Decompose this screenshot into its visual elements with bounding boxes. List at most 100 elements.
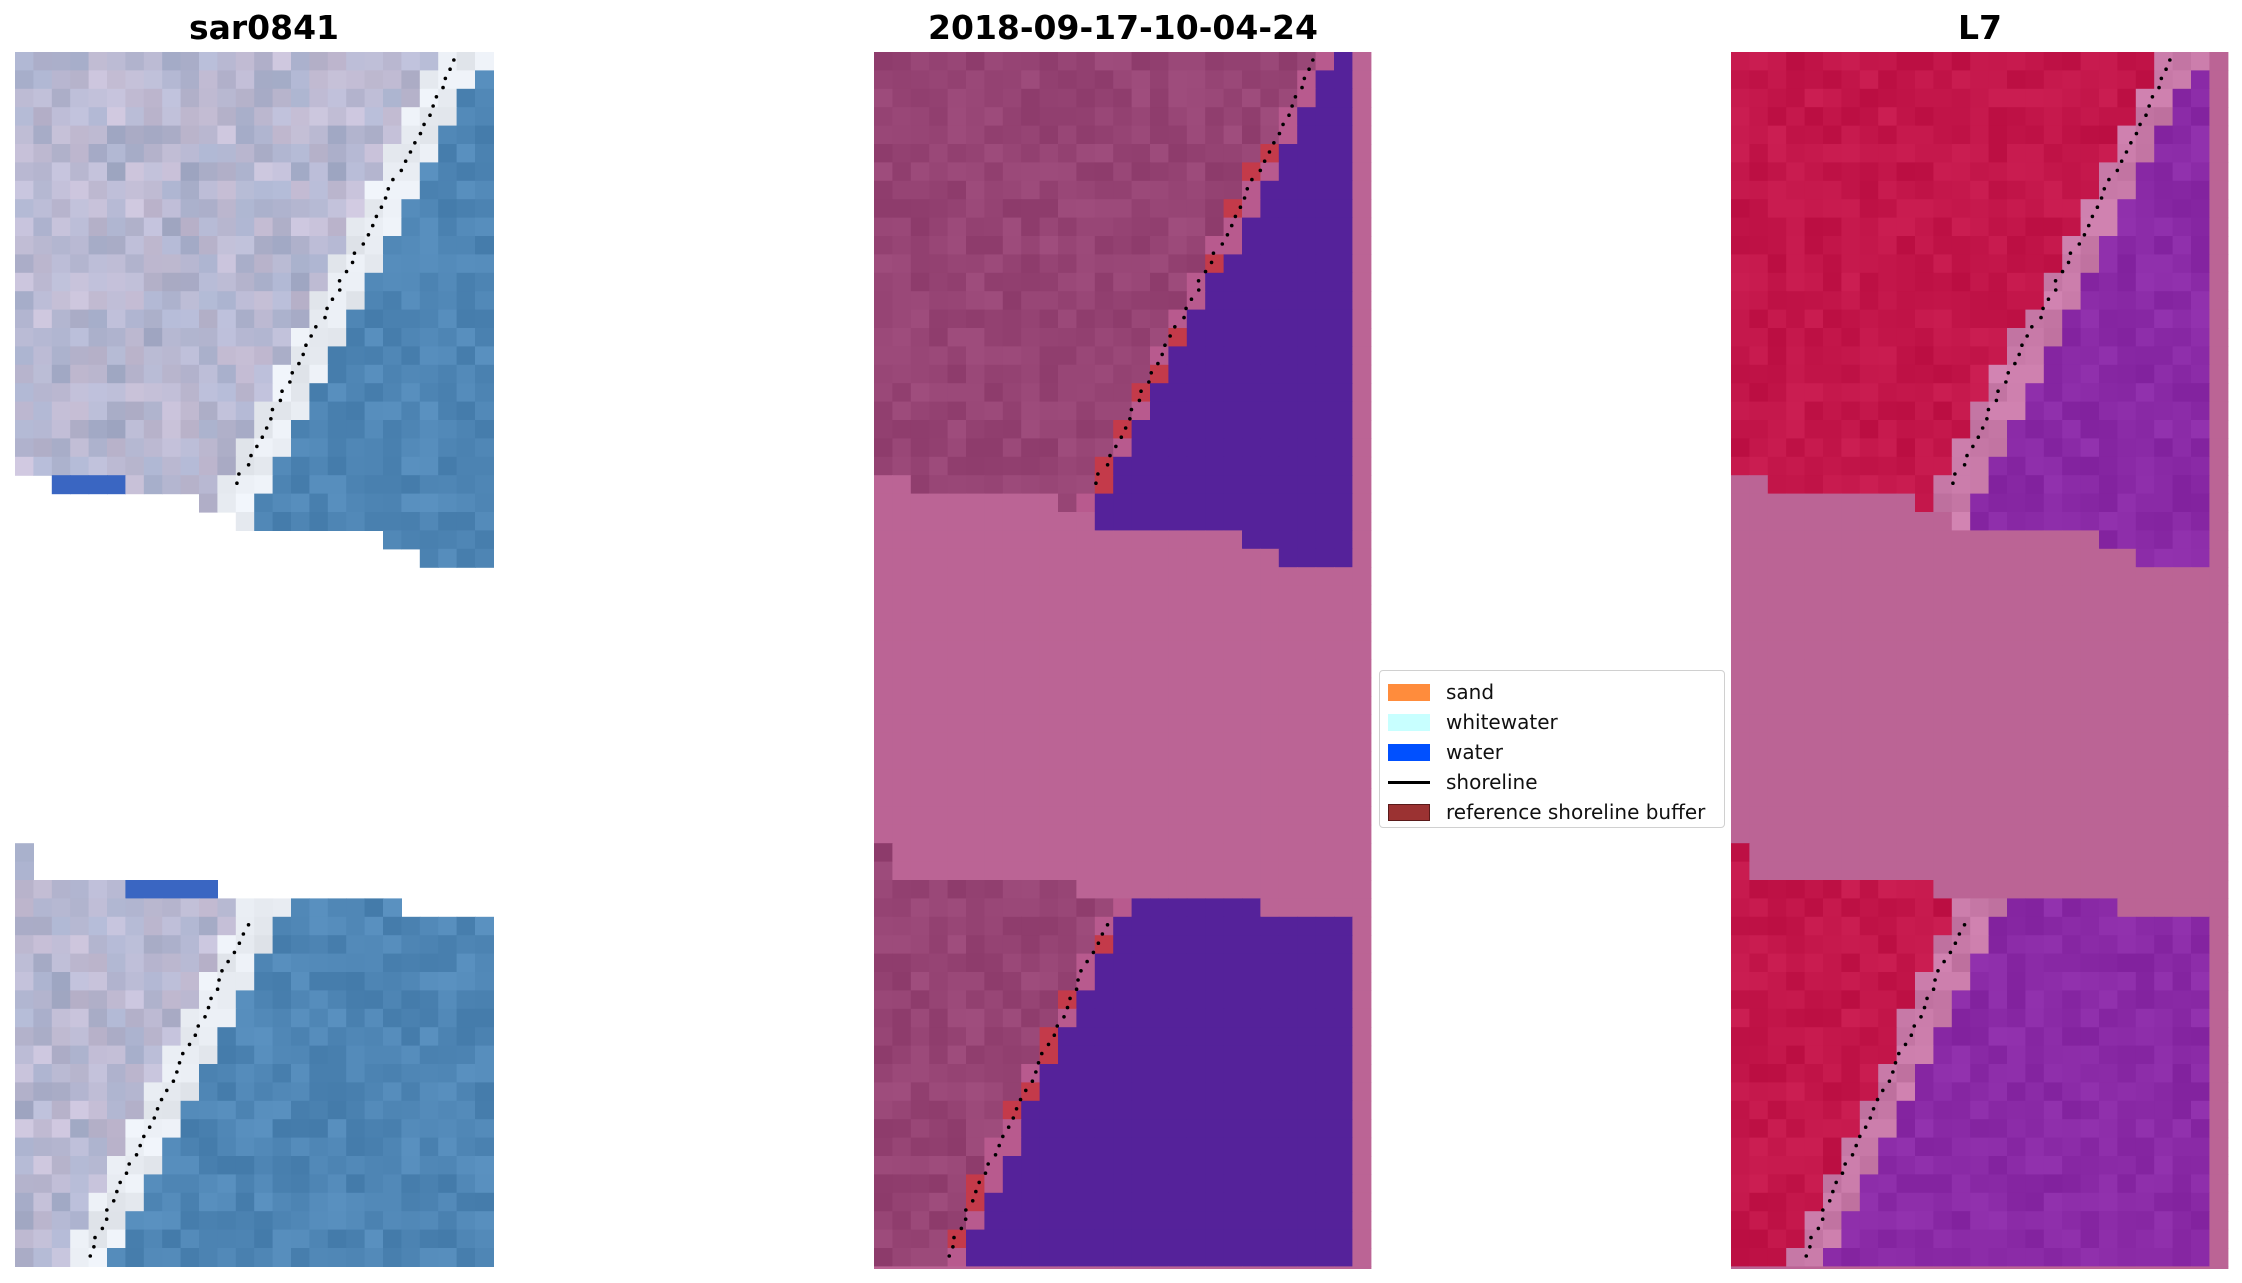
- class-pixel: [1113, 493, 1133, 513]
- rgb-pixel: [438, 972, 458, 991]
- l7-pixel: [2080, 548, 2100, 568]
- l7-pixel: [1915, 217, 1934, 237]
- class-pixel: [966, 420, 985, 439]
- l7-pixel: [2135, 1064, 2155, 1083]
- l7-pixel: [1823, 990, 1842, 1010]
- class-pixel: [1150, 1266, 1169, 1269]
- rgb-pixel: [162, 438, 182, 458]
- rgb-pixel: [88, 1045, 108, 1065]
- rgb-pixel: [107, 217, 126, 237]
- l7-pixel: [1786, 696, 1806, 715]
- l7-pixel: [2007, 438, 2026, 458]
- l7-pixel: [1915, 604, 1934, 623]
- l7-pixel: [2080, 622, 2100, 642]
- l7-pixel: [2209, 438, 2229, 458]
- class-pixel: [1334, 530, 1353, 550]
- class-pixel: [966, 548, 985, 568]
- rgb-pixel: [70, 236, 90, 255]
- l7-pixel: [2062, 1082, 2082, 1102]
- class-pixel: [947, 493, 967, 513]
- l7-pixel: [2135, 1027, 2155, 1047]
- l7-pixel: [2191, 824, 2210, 844]
- rgb-pixel: [217, 217, 237, 237]
- shoreline-point: [171, 1079, 176, 1083]
- class-pixel: [1021, 199, 1041, 219]
- l7-pixel: [1841, 1211, 1861, 1231]
- l7-pixel: [1804, 659, 1824, 679]
- rgb-pixel: [383, 236, 402, 255]
- l7-pixel: [1896, 1174, 1916, 1194]
- l7-pixel: [2172, 1119, 2192, 1139]
- class-pixel: [966, 346, 985, 366]
- l7-pixel: [1786, 622, 1806, 642]
- class-pixel: [892, 125, 912, 145]
- class-pixel: [1205, 714, 1225, 734]
- class-pixel: [1021, 254, 1041, 274]
- rgb-pixel: [419, 916, 439, 936]
- class-pixel: [1334, 70, 1353, 90]
- class-pixel: [910, 438, 930, 458]
- l7-pixel: [2209, 696, 2229, 715]
- class-pixel: [1278, 309, 1298, 329]
- rgb-pixel: [309, 364, 329, 384]
- class-pixel: [1260, 475, 1280, 495]
- class-pixel: [1278, 254, 1298, 274]
- class-pixel: [1113, 88, 1133, 108]
- rgb-pixel: [475, 346, 494, 366]
- l7-pixel: [2209, 861, 2229, 881]
- rgb-pixel: [70, 1192, 90, 1212]
- l7-pixel: [2007, 107, 2026, 127]
- class-pixel: [1150, 1064, 1169, 1083]
- l7-pixel: [1896, 769, 1916, 789]
- class-pixel: [892, 420, 912, 439]
- class-pixel: [1021, 714, 1041, 734]
- l7-pixel: [1970, 567, 1990, 587]
- class-pixel: [1242, 548, 1261, 568]
- l7-pixel: [1786, 107, 1806, 127]
- class-pixel: [1094, 972, 1114, 991]
- class-pixel: [1002, 640, 1022, 660]
- l7-pixel: [2025, 1248, 2045, 1267]
- class-pixel: [1168, 953, 1188, 973]
- class-pixel: [1315, 1248, 1335, 1267]
- rgb-pixel: [309, 236, 329, 255]
- l7-pixel: [1859, 861, 1879, 881]
- class-pixel: [1094, 456, 1114, 476]
- l7-pixel: [1841, 1137, 1861, 1157]
- rgb-pixel: [180, 254, 200, 274]
- l7-pixel: [2172, 401, 2192, 421]
- l7-pixel: [1933, 346, 1953, 366]
- class-pixel: [1150, 585, 1169, 605]
- rgb-pixel: [70, 1008, 90, 1028]
- class-pixel: [984, 898, 1004, 918]
- class-pixel: [929, 861, 949, 881]
- rgb-pixel: [143, 401, 163, 421]
- class-pixel: [892, 530, 912, 550]
- rgb-pixel: [162, 916, 182, 936]
- class-pixel: [1297, 493, 1317, 513]
- class-pixel: [1334, 180, 1353, 200]
- rgb-pixel: [401, 364, 421, 384]
- rgb-pixel: [327, 1045, 347, 1065]
- rgb-pixel: [401, 52, 421, 71]
- rgb-pixel: [254, 346, 274, 366]
- class-pixel: [1168, 751, 1188, 771]
- rgb-pixel: [456, 1192, 476, 1212]
- l7-pixel: [2135, 935, 2155, 955]
- l7-pixel: [1767, 291, 1787, 311]
- class-pixel: [1205, 107, 1225, 127]
- l7-pixel: [1951, 364, 1971, 384]
- rgb-pixel: [291, 1192, 310, 1212]
- l7-pixel: [1970, 659, 1990, 679]
- rgb-pixel: [217, 990, 237, 1010]
- l7-pixel: [2025, 861, 2045, 881]
- shoreline-point: [1034, 1070, 1038, 1074]
- rgb-pixel: [419, 364, 439, 384]
- l7-pixel: [1749, 751, 1769, 771]
- class-pixel: [1002, 291, 1022, 311]
- l7-pixel: [1951, 714, 1971, 734]
- l7-pixel: [2080, 604, 2100, 623]
- class-pixel: [1334, 125, 1353, 145]
- rgb-pixel: [364, 364, 384, 384]
- class-pixel: [1205, 364, 1225, 384]
